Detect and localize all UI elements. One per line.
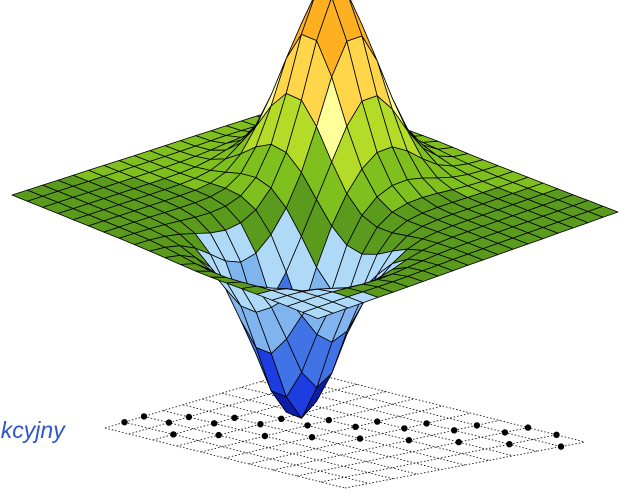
grid-line: [248, 412, 472, 465]
grid-dot: [501, 429, 509, 436]
grid-dot: [553, 431, 560, 438]
grid-dot: [325, 416, 332, 424]
grid-dot: [506, 441, 513, 448]
grid-dot: [356, 435, 364, 442]
grid-line: [272, 420, 500, 471]
grid-line: [176, 391, 386, 447]
grid-dot: [215, 431, 222, 439]
grid-line: [280, 375, 562, 447]
grid-dot: [257, 421, 264, 428]
grid-line: [224, 405, 443, 459]
grid-dot: [170, 431, 177, 438]
surface-patch: [302, 306, 334, 320]
caption-label: ekcyjny: [0, 417, 65, 443]
grid-dot: [423, 420, 430, 427]
grid-dot: [374, 418, 381, 425]
grid-dot: [185, 413, 193, 421]
grid-dot: [140, 413, 148, 420]
grid-line: [202, 398, 466, 466]
grid-dot: [455, 438, 462, 446]
grid-dot: [308, 434, 316, 441]
grid-dot: [524, 424, 532, 431]
grid-dot: [304, 422, 311, 429]
grid-line: [344, 441, 586, 489]
grid-dot: [121, 419, 128, 426]
grid-line: [143, 416, 394, 480]
grid-dot: [278, 415, 285, 422]
grid-dot: [473, 422, 481, 429]
projection-grid: [104, 369, 586, 489]
grid-line: [152, 384, 358, 441]
grid-dot: [401, 425, 408, 432]
grid-dot: [261, 432, 269, 440]
surface-mesh: [11, 0, 619, 419]
projection-dots: [121, 413, 565, 450]
grid-dot: [211, 420, 218, 427]
grid-line: [296, 427, 529, 477]
grid-dot: [557, 443, 565, 450]
grid-dot: [352, 423, 359, 430]
grid-dot: [451, 427, 458, 434]
grid-dot: [231, 414, 238, 421]
grid-dot: [405, 437, 413, 444]
grid-dot: [165, 419, 173, 426]
grid-line: [320, 434, 557, 483]
